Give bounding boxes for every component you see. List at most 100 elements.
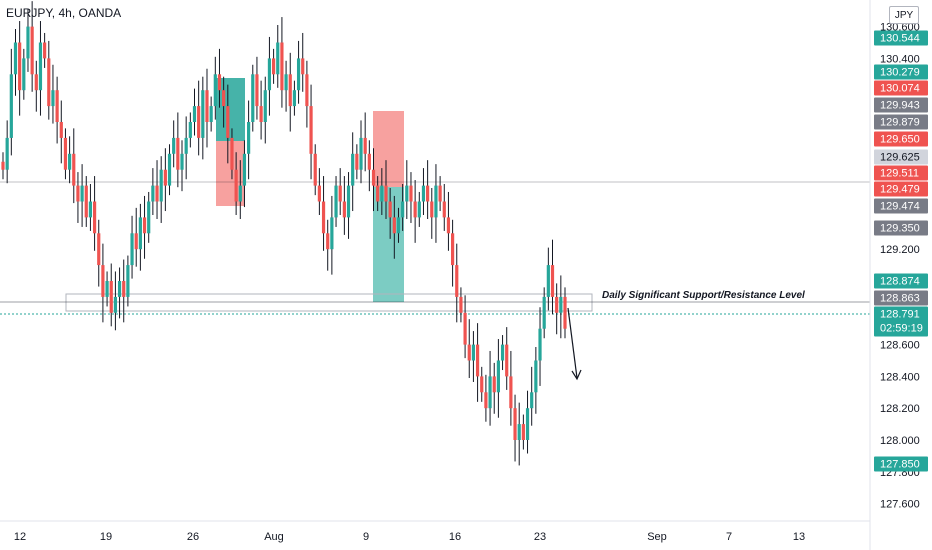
candle: [334, 176, 338, 227]
candle: [459, 287, 463, 323]
x-tick-label: 13: [793, 531, 805, 543]
candle: [500, 335, 505, 371]
candle-body: [321, 201, 326, 234]
candle: [505, 327, 509, 390]
candle: [550, 239, 555, 315]
short-position-loss-zone[interactable]: [373, 111, 404, 187]
candle: [80, 164, 84, 227]
candle: [34, 60, 38, 112]
candle-body: [242, 153, 247, 186]
candle-body: [509, 376, 513, 409]
candle: [396, 207, 401, 243]
candle-body: [338, 185, 342, 202]
candle-body: [213, 74, 217, 107]
candle: [63, 128, 68, 180]
candle: [213, 56, 217, 120]
candle-body: [201, 90, 205, 138]
candle-body: [517, 424, 521, 440]
candle: [525, 390, 530, 454]
candle: [59, 100, 63, 164]
candle-body: [155, 185, 159, 202]
candle-body: [113, 296, 117, 313]
candle-body: [417, 201, 421, 218]
price-label-text: 127.850: [880, 459, 920, 471]
price-label: 128.863: [874, 290, 928, 306]
price-label-box: [874, 220, 928, 236]
support-resistance-zone[interactable]: [65, 293, 593, 312]
price-label-text: 128.874: [880, 276, 920, 288]
candle: [355, 144, 359, 180]
candle: [496, 339, 500, 418]
candle: [313, 144, 317, 196]
candle: [388, 187, 392, 239]
price-label-box: [874, 30, 928, 46]
currency-selector-button[interactable]: JPY: [889, 6, 919, 24]
candle: [38, 21, 43, 116]
candle-body: [163, 169, 167, 186]
candle-body: [134, 233, 138, 250]
candle: [563, 287, 567, 339]
price-label-box: [874, 149, 928, 165]
candle-body: [330, 217, 334, 250]
candle: [259, 80, 263, 140]
candle: [351, 132, 355, 212]
candle-body: [296, 58, 301, 91]
candle: [409, 172, 413, 223]
candle-body: [126, 265, 130, 297]
x-tick-label: 9: [363, 531, 369, 543]
price-label-text: 128.863: [880, 293, 920, 305]
candle: [446, 191, 451, 251]
candle-body: [463, 312, 467, 345]
candle: [222, 76, 226, 128]
candle: [513, 394, 517, 462]
candle-body: [459, 296, 463, 313]
candle: [317, 168, 321, 216]
candle-body: [209, 106, 213, 122]
x-tick-label: Sep: [647, 531, 667, 543]
candle-body: [334, 185, 338, 218]
price-label-text: 129.511: [880, 168, 919, 180]
candle-body: [147, 201, 151, 234]
price-label-box: [874, 456, 928, 472]
candle: [234, 152, 238, 216]
candle: [84, 176, 88, 227]
candle-body: [376, 185, 380, 202]
candle: [492, 362, 496, 414]
candle-body: [230, 137, 234, 170]
candle-body: [63, 137, 68, 170]
price-label-box: [874, 131, 928, 147]
candle-body: [55, 90, 59, 122]
candle-body: [442, 201, 446, 218]
candle-body: [355, 153, 359, 170]
candle-body: [105, 281, 109, 297]
candle-body: [47, 58, 51, 107]
candle: [230, 128, 234, 180]
candle: [475, 323, 480, 402]
candle: [138, 203, 142, 271]
x-tick-label: 19: [100, 531, 112, 543]
candle-body: [167, 153, 172, 186]
candle-body: [326, 233, 330, 250]
candle: [338, 168, 342, 216]
candle: [438, 176, 442, 212]
price-label: 130.074: [874, 80, 928, 96]
candle: [309, 84, 313, 180]
candle: [421, 168, 426, 216]
candle-body: [542, 296, 546, 329]
price-label-box: [874, 64, 928, 80]
candle-body: [563, 296, 567, 329]
candle-body: [434, 185, 438, 218]
countdown-label: 02:59:19: [880, 323, 923, 335]
candle-body: [138, 217, 142, 250]
candle: [159, 156, 163, 223]
candle: [142, 195, 147, 259]
candle-body: [84, 185, 88, 218]
candle: [92, 176, 97, 251]
candle-body: [122, 281, 126, 297]
candle: [521, 414, 525, 450]
candle: [26, 9, 30, 72]
candle-body: [92, 201, 97, 234]
candle: [426, 160, 430, 219]
candle-body: [367, 153, 371, 170]
